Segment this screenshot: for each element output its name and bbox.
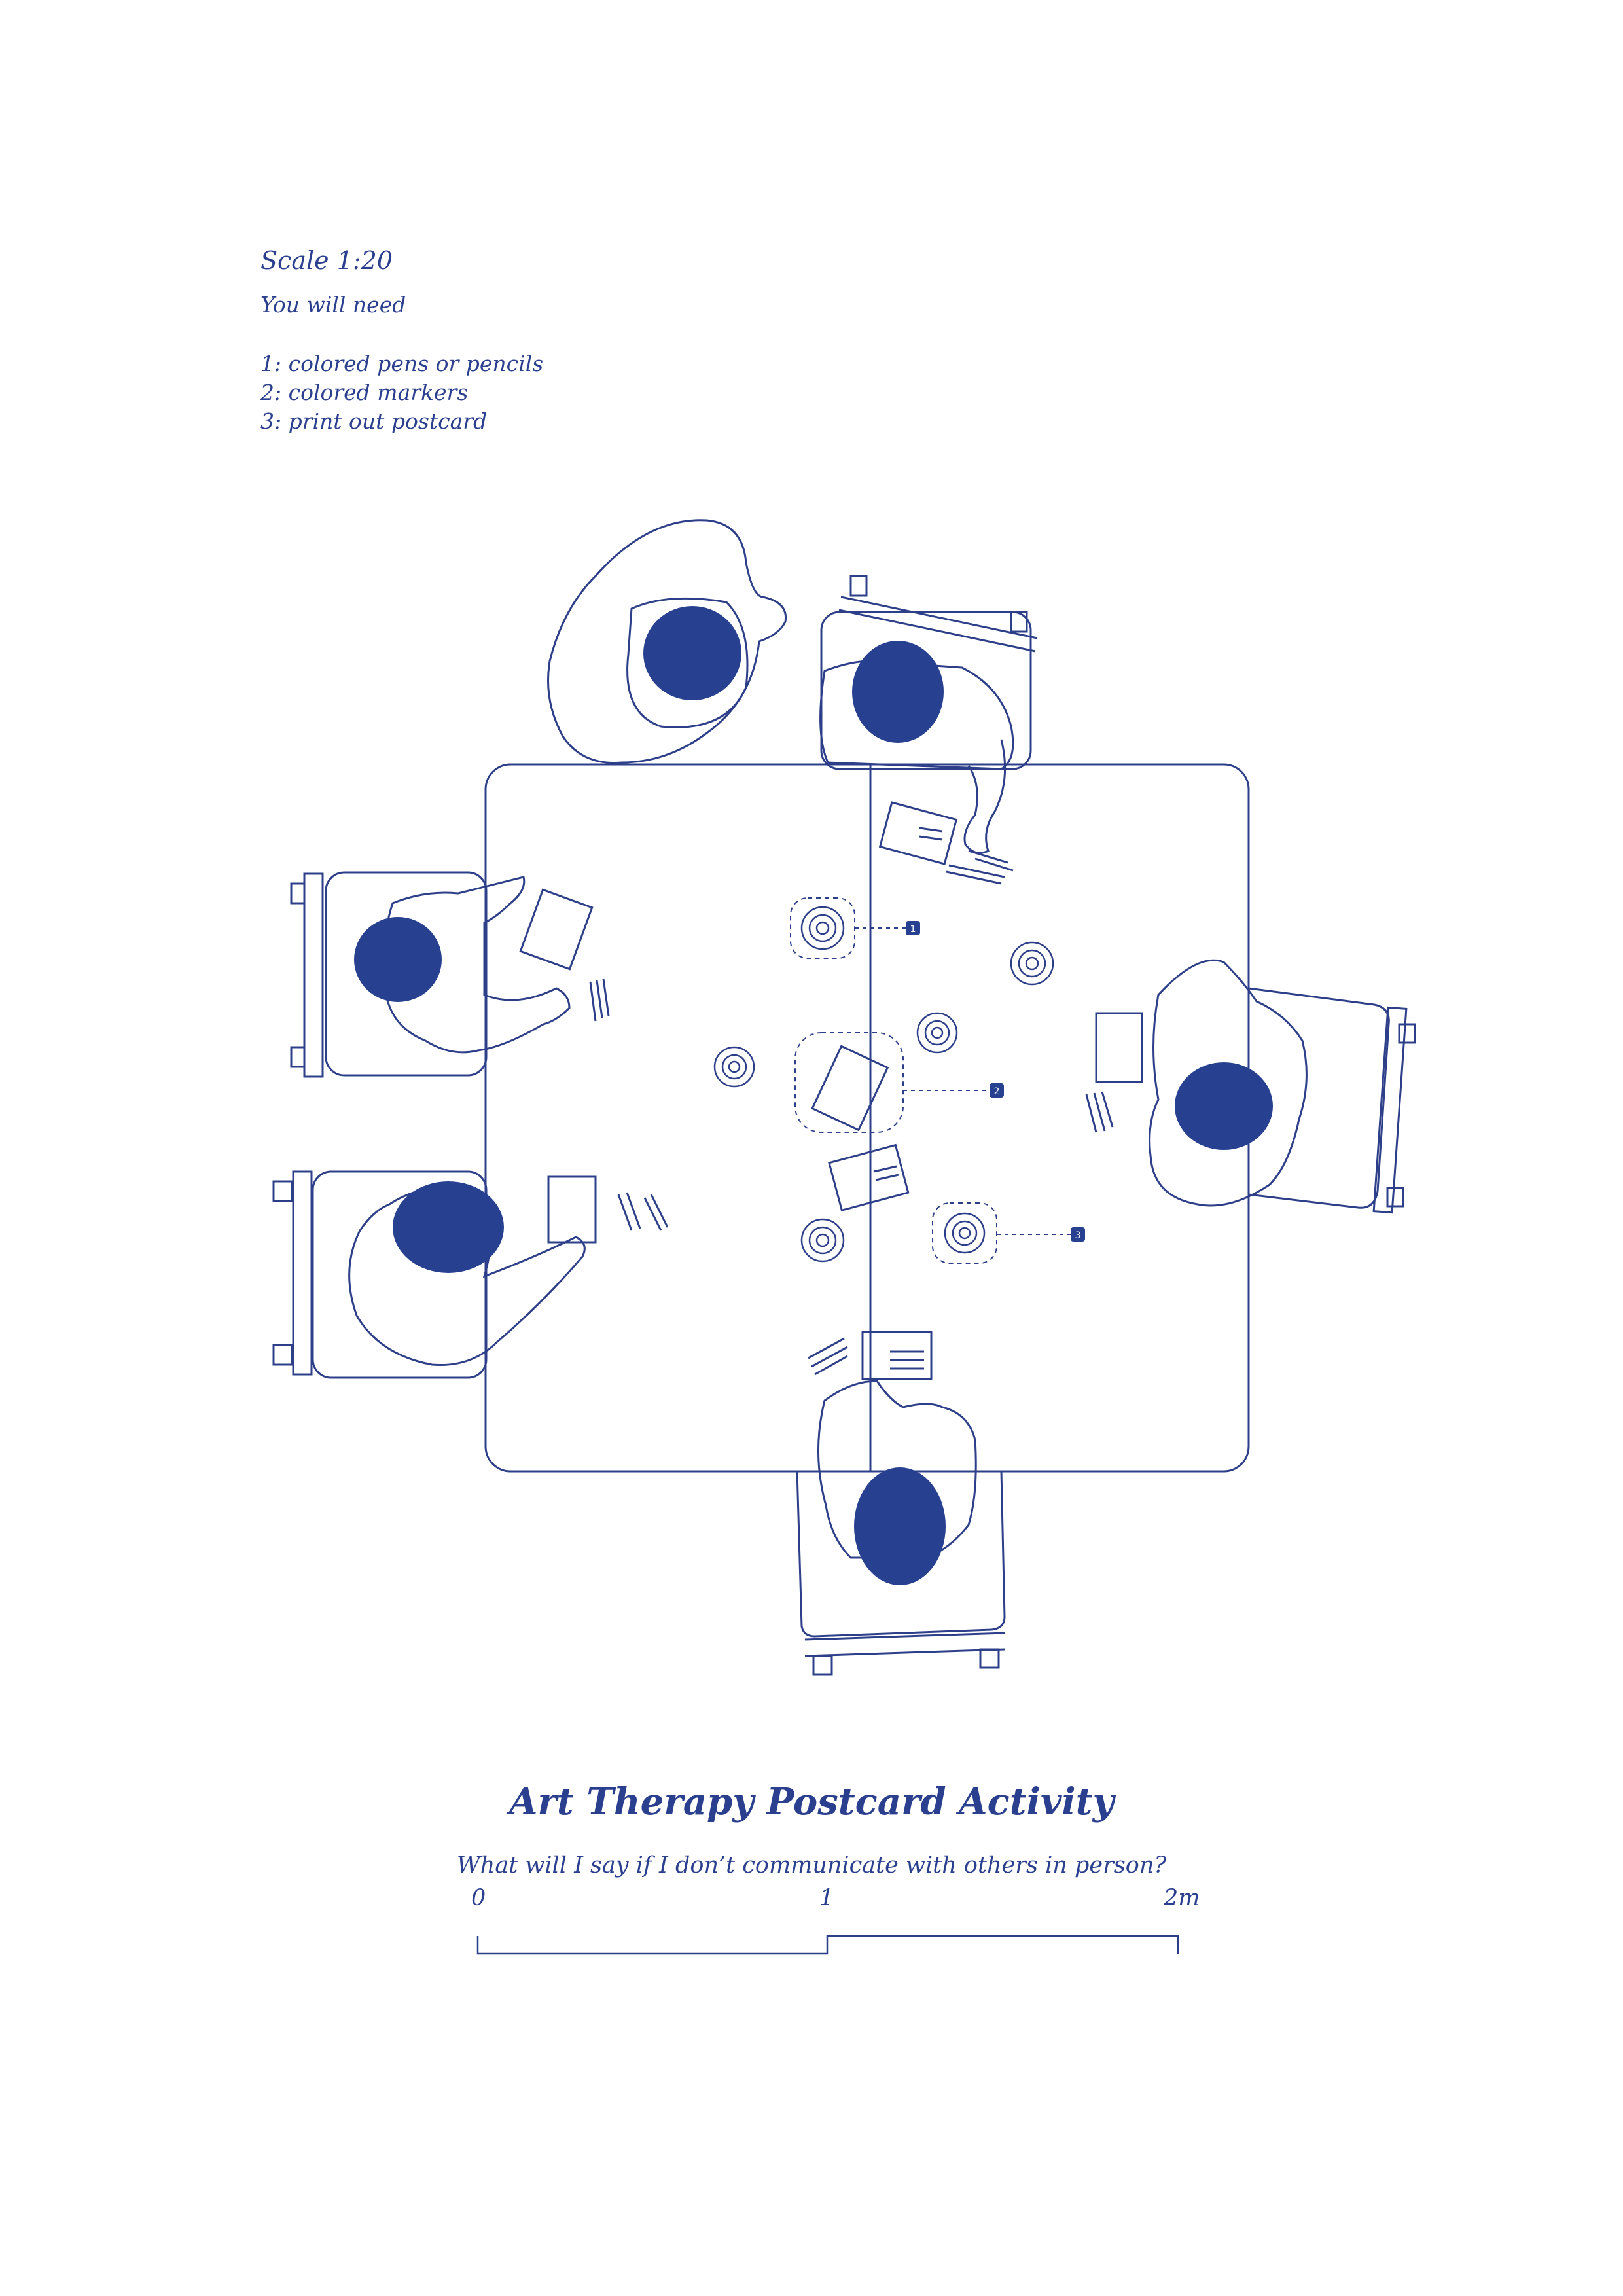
callout-number: 1 — [910, 924, 916, 935]
callout-badge-3: 3 — [1071, 1227, 1085, 1242]
chair — [290, 871, 488, 1078]
head — [854, 1467, 946, 1585]
head — [354, 917, 442, 1002]
head — [1175, 1062, 1273, 1150]
postcard — [878, 801, 958, 865]
head — [852, 641, 944, 743]
marker-bowl — [800, 1218, 845, 1263]
you-will-need-label: You will need — [260, 292, 406, 317]
pens — [1085, 1091, 1114, 1133]
marker-bowl — [944, 1212, 986, 1254]
callout-badge-1: 1 — [906, 921, 920, 935]
table — [484, 763, 1250, 1473]
material-item: 3: print out postcard — [260, 408, 488, 434]
person-body — [383, 876, 571, 1054]
scale-bar — [476, 1935, 1179, 1955]
postcard — [519, 888, 594, 971]
pens — [617, 1192, 669, 1231]
scale-label: Scale 1:20 — [260, 246, 393, 275]
scale-tick-label: 1 — [819, 1885, 834, 1911]
pens — [808, 1337, 848, 1376]
callout-number: 3 — [1075, 1230, 1081, 1241]
callout-frame-2 — [794, 1032, 904, 1133]
marker-bowl — [1010, 941, 1054, 986]
person-body — [817, 1380, 977, 1559]
chair — [272, 1170, 488, 1379]
postcard — [811, 1045, 889, 1132]
person-body — [1149, 959, 1308, 1207]
pens — [589, 978, 610, 1022]
marker-bowl — [800, 906, 845, 950]
material-item: 1: colored pens or pencils — [260, 351, 544, 376]
scale-tick-label: 0 — [471, 1885, 486, 1911]
marker-bowl — [713, 1046, 755, 1088]
head — [643, 606, 741, 700]
postcard — [828, 1143, 910, 1212]
person-body — [547, 519, 787, 764]
page-title: Art Therapy Postcard Activity — [508, 1780, 1115, 1823]
callout-badge-2: 2 — [990, 1083, 1004, 1098]
chair — [1248, 987, 1416, 1214]
scale-tick-label: 2m — [1164, 1885, 1200, 1911]
postcard — [547, 1175, 597, 1244]
callout-frame-3 — [932, 1202, 997, 1264]
callout-number: 2 — [994, 1086, 1000, 1097]
pens — [946, 850, 1014, 885]
marker-bowl — [916, 1012, 958, 1054]
postcard — [861, 1331, 933, 1380]
postcard — [1095, 1012, 1143, 1083]
material-item: 2: colored markers — [260, 380, 469, 405]
chair — [796, 1471, 1006, 1676]
page-subtitle: What will I say if I don’t communicate w… — [456, 1852, 1167, 1878]
head — [393, 1181, 504, 1273]
